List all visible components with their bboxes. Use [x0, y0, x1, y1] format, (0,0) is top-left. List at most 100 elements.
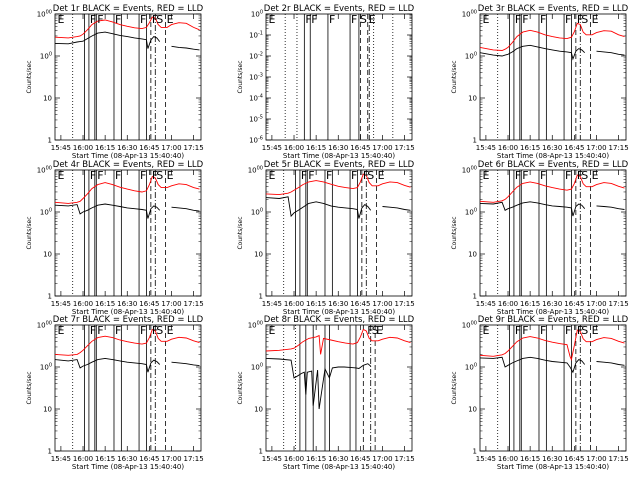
- event-lines: [72, 14, 167, 140]
- flag-label-F: F: [326, 169, 332, 182]
- y-axis-label: Counts/sec: [451, 371, 458, 404]
- flag-label-F: F: [515, 169, 521, 182]
- flag-label-F: F: [311, 13, 317, 26]
- x-tick-label: 16:30: [542, 300, 562, 308]
- x-tick-label: 16:30: [328, 144, 348, 152]
- panel-det-6r: Det 6r BLACK = Events, RED = LLD 1 10 100 10…: [451, 160, 629, 316]
- y-tick-label: 100: [465, 52, 477, 61]
- event-lines: [497, 14, 592, 140]
- x-tick-label: 16:30: [542, 455, 562, 463]
- x-tick-label: 16:15: [520, 300, 540, 308]
- y-tick-label: 10: [468, 251, 477, 259]
- flag-label-E: E: [268, 169, 275, 182]
- x-tick-label: 15:45: [51, 300, 71, 308]
- y-tick-label: 10-6: [249, 136, 263, 145]
- flag-label-F: F: [115, 169, 121, 182]
- event-lines: [72, 325, 167, 451]
- flag-label-E: E: [369, 13, 376, 26]
- x-tick-label: 17:15: [395, 455, 415, 463]
- x-axis-label: Start Time (08-Apr-13 15:40:40): [72, 308, 184, 316]
- flag-label-F: F: [522, 324, 528, 337]
- x-tick-label: 15:45: [262, 455, 282, 463]
- flag-label-F: F: [522, 169, 528, 182]
- x-tick-label: 17:00: [161, 300, 181, 308]
- x-tick-label: 16:30: [542, 144, 562, 152]
- event-lines: [497, 325, 592, 451]
- x-axis-label: Start Time (08-Apr-13 15:40:40): [72, 463, 184, 471]
- x-axis-label: Start Time (08-Apr-13 15:40:40): [283, 308, 395, 316]
- series-group: [266, 328, 411, 410]
- series-group: [480, 329, 625, 374]
- events-line: [266, 357, 371, 410]
- x-tick-label: 16:00: [498, 455, 518, 463]
- flag-label-F: F: [152, 324, 158, 337]
- flag-label-F: F: [90, 169, 96, 182]
- events-line: [480, 44, 625, 61]
- flag-label-F: F: [329, 13, 335, 26]
- panel-title: Det 4r BLACK = Events, RED = LLD: [53, 160, 204, 170]
- flag-label-F: F: [90, 324, 96, 337]
- x-axis-label: Start Time (08-Apr-13 15:40:40): [72, 152, 184, 160]
- flag-label-F: F: [301, 169, 307, 182]
- x-tick-label: 15:45: [476, 455, 496, 463]
- flag-label-S: S: [581, 324, 588, 337]
- plot-frame: [479, 13, 627, 141]
- plot-frame: [265, 324, 413, 452]
- x-tick-label: 17:15: [609, 300, 629, 308]
- flag-label-E: E: [376, 324, 383, 337]
- x-tick-label: 16:15: [95, 144, 115, 152]
- x-tick-label: 16:00: [284, 455, 304, 463]
- flag-label-S: S: [581, 13, 588, 26]
- series-group: [55, 175, 200, 219]
- x-tick-label: 16:45: [350, 144, 370, 152]
- y-axis-label: Counts/sec: [237, 60, 244, 93]
- event-lines: [284, 14, 394, 140]
- x-tick-label: 16:30: [328, 455, 348, 463]
- x-tick-label: 16:15: [95, 455, 115, 463]
- y-axis-label: Counts/sec: [451, 60, 458, 93]
- y-tick-label: 10: [254, 406, 263, 414]
- panel-title: Det 2r BLACK = Events, RED = LLD: [264, 4, 415, 14]
- y-tick-label: 1: [259, 293, 263, 301]
- x-tick-label: 17:15: [184, 144, 204, 152]
- y-tick-label: 100: [40, 52, 52, 61]
- x-tick-label: 17:00: [372, 455, 392, 463]
- x-tick-label: 15:45: [476, 144, 496, 152]
- x-axis-label: Start Time (08-Apr-13 15:40:40): [283, 463, 395, 471]
- series-group: [480, 22, 625, 61]
- plot-frame: [54, 169, 202, 297]
- flag-label-E: E: [482, 13, 489, 26]
- flag-label-F: F: [515, 324, 521, 337]
- x-tick-label: 16:15: [306, 300, 326, 308]
- series-group: [266, 173, 411, 219]
- flag-label-F: F: [363, 169, 369, 182]
- x-axis-label: Start Time (08-Apr-13 15:40:40): [497, 463, 609, 471]
- x-tick-label: 17:00: [586, 455, 606, 463]
- y-tick-label: 100: [251, 10, 263, 19]
- flag-label-E: E: [167, 13, 174, 26]
- panel-title: Det 5r BLACK = Events, RED = LLD: [264, 160, 415, 170]
- x-tick-label: 16:00: [73, 300, 93, 308]
- series-group: [55, 328, 200, 373]
- x-tick-label: 16:45: [564, 455, 584, 463]
- y-tick-label: 10: [468, 95, 477, 103]
- x-tick-label: 17:00: [586, 300, 606, 308]
- x-tick-label: 16:30: [117, 300, 137, 308]
- x-tick-label: 16:45: [564, 144, 584, 152]
- flag-label-F: F: [565, 13, 571, 26]
- lld-line: [55, 328, 200, 356]
- x-tick-label: 16:00: [73, 144, 93, 152]
- flag-label-E: E: [268, 324, 275, 337]
- flag-label-S: S: [372, 324, 379, 337]
- panel-det-7r: Det 7r BLACK = Events, RED = LLD 1 10 100 10…: [26, 315, 204, 471]
- flag-label-S: S: [156, 324, 163, 337]
- y-tick-label: 1: [48, 137, 52, 145]
- flag-label-F: F: [577, 13, 583, 26]
- panel-det-8r: Det 8r BLACK = Events, RED = LLD 1 10 100 10…: [237, 315, 415, 471]
- y-tick-label: 10: [468, 406, 477, 414]
- plot-frame: [265, 169, 413, 297]
- flag-label-E: E: [167, 169, 174, 182]
- panel-title: Det 1r BLACK = Events, RED = LLD: [53, 4, 204, 14]
- lld-line: [480, 174, 625, 203]
